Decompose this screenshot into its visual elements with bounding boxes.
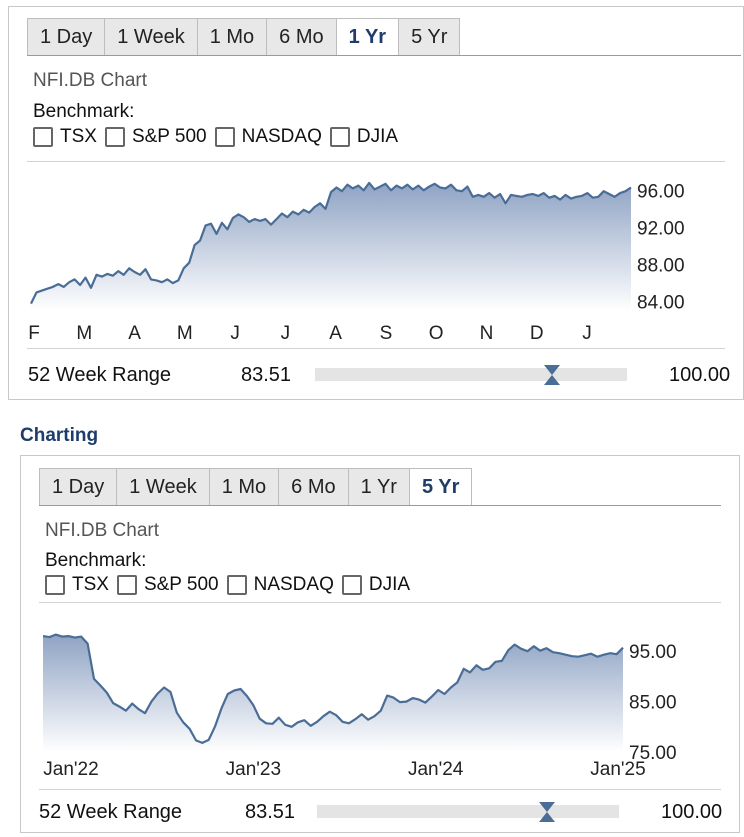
range-marker-icon bbox=[538, 802, 555, 822]
price-series-line bbox=[42, 633, 624, 744]
x-tick-label: N bbox=[480, 323, 494, 344]
x-tick-label: A bbox=[329, 323, 342, 344]
y-tick-label: 88.00 bbox=[637, 256, 685, 277]
checkbox-label-nasdaq: NASDAQ bbox=[241, 126, 322, 147]
period-tabs: 1 Day 1 Week 1 Mo 6 Mo 1 Yr 5 Yr bbox=[39, 468, 473, 506]
tab-1-mo[interactable]: 1 Mo bbox=[208, 468, 279, 506]
x-tick-label: A bbox=[128, 323, 141, 344]
x-tick-label: O bbox=[429, 323, 444, 344]
range-low: 83.51 bbox=[245, 801, 296, 823]
checkbox-tsx[interactable] bbox=[33, 127, 53, 147]
y-tick-label: 75.00 bbox=[629, 743, 677, 764]
chart-panel-1yr: 1 Day 1 Week 1 Mo 6 Mo 1 Yr 5 Yr NFI.DB … bbox=[8, 6, 744, 400]
tab-1-week[interactable]: 1 Week bbox=[104, 18, 197, 56]
benchmark-label: Benchmark: bbox=[45, 550, 147, 571]
chart-title: NFI.DB Chart bbox=[45, 520, 160, 541]
y-tick-label: 85.00 bbox=[629, 693, 677, 714]
y-tick-label: 84.00 bbox=[637, 293, 685, 314]
price-area-fill bbox=[43, 634, 623, 752]
tab-1-yr[interactable]: 1 Yr bbox=[335, 18, 399, 56]
checkbox-nasdaq[interactable] bbox=[226, 575, 247, 595]
checkbox-tsx[interactable] bbox=[45, 575, 65, 595]
x-tick-label: J bbox=[281, 323, 291, 344]
y-tick-label: 96.00 bbox=[637, 181, 685, 202]
benchmark-label: Benchmark: bbox=[33, 101, 135, 122]
x-tick-label: D bbox=[530, 323, 544, 344]
price-series-line bbox=[30, 181, 632, 305]
tab-divider bbox=[27, 55, 741, 56]
x-tick-label: Jan'22 bbox=[43, 759, 98, 780]
checkbox-label-djia: DJIA bbox=[368, 574, 411, 595]
range-label: 52 Week Range bbox=[28, 364, 172, 386]
tab-1-day[interactable]: 1 Day bbox=[27, 18, 105, 56]
checkbox-nasdaq[interactable] bbox=[214, 127, 235, 147]
y-tick-label: 92.00 bbox=[637, 218, 685, 239]
price-area-fill bbox=[31, 182, 631, 311]
tab-1-week[interactable]: 1 Week bbox=[116, 468, 209, 506]
checkbox-label-sp500: S&P 500 bbox=[131, 126, 207, 147]
period-tabs: 1 Day 1 Week 1 Mo 6 Mo 1 Yr 5 Yr bbox=[27, 18, 461, 56]
x-tick-label: M bbox=[76, 323, 92, 344]
x-tick-label: S bbox=[380, 323, 393, 344]
chart-title: NFI.DB Chart bbox=[33, 70, 148, 91]
x-tick-label: Jan'24 bbox=[408, 759, 464, 780]
section-heading: Charting bbox=[20, 425, 99, 446]
x-tick-label: M bbox=[177, 323, 193, 344]
chart-divider-bottom bbox=[39, 789, 721, 790]
x-tick-label: F bbox=[28, 323, 40, 344]
x-tick-label: J bbox=[230, 323, 240, 344]
x-tick-label: J bbox=[582, 323, 592, 344]
tab-6-mo[interactable]: 6 Mo bbox=[266, 18, 336, 56]
y-tick-label: 95.00 bbox=[629, 642, 677, 663]
price-chart-5yr: 75.00 85.00 95.00 Jan'22 Jan'23 Jan'24 Jan'25 bbox=[42, 633, 677, 780]
chart-divider-top bbox=[27, 161, 725, 162]
tab-1-mo[interactable]: 1 Mo bbox=[196, 18, 267, 56]
checkbox-label-tsx: TSX bbox=[72, 574, 109, 595]
checkbox-sp500[interactable] bbox=[104, 127, 125, 147]
checkbox-label-tsx: TSX bbox=[60, 126, 97, 147]
checkbox-sp500[interactable] bbox=[116, 575, 137, 595]
chart-divider-bottom bbox=[27, 348, 725, 349]
benchmark-checkboxes: TSX S&P 500 NASDAQ DJIA bbox=[45, 574, 418, 596]
range-marker-icon bbox=[544, 365, 561, 385]
tab-5-yr[interactable]: 5 Yr bbox=[408, 468, 473, 506]
tab-1-day[interactable]: 1 Day bbox=[39, 468, 117, 506]
range-high: 100.00 bbox=[669, 364, 731, 386]
checkbox-label-nasdaq: NASDAQ bbox=[253, 574, 334, 595]
range-label: 52 Week Range bbox=[39, 801, 183, 823]
tab-6-mo[interactable]: 6 Mo bbox=[278, 468, 348, 506]
x-tick-label: Jan'23 bbox=[226, 759, 281, 780]
tab-1-yr[interactable]: 1 Yr bbox=[347, 468, 409, 506]
checkbox-djia[interactable] bbox=[329, 127, 350, 147]
x-tick-label: Jan'25 bbox=[590, 759, 645, 780]
price-chart-1yr: 84.00 88.00 92.00 96.00 F M A M J J A S O N D J bbox=[28, 181, 685, 344]
tab-5-yr[interactable]: 5 Yr bbox=[398, 18, 461, 56]
chart-panel-5yr: 1 Day 1 Week 1 Mo 6 Mo 1 Yr 5 Yr NFI.DB … bbox=[20, 455, 740, 833]
range-high: 100.00 bbox=[661, 801, 723, 823]
range-bar bbox=[317, 805, 619, 818]
benchmark-checkboxes: TSX S&P 500 NASDAQ DJIA bbox=[33, 126, 406, 148]
range-low: 83.51 bbox=[241, 364, 292, 386]
checkbox-label-sp500: S&P 500 bbox=[143, 574, 219, 595]
tab-divider bbox=[39, 505, 721, 506]
checkbox-djia[interactable] bbox=[341, 575, 362, 595]
checkbox-label-djia: DJIA bbox=[356, 126, 399, 147]
range-bar bbox=[315, 368, 627, 381]
chart-divider-top bbox=[39, 602, 721, 603]
